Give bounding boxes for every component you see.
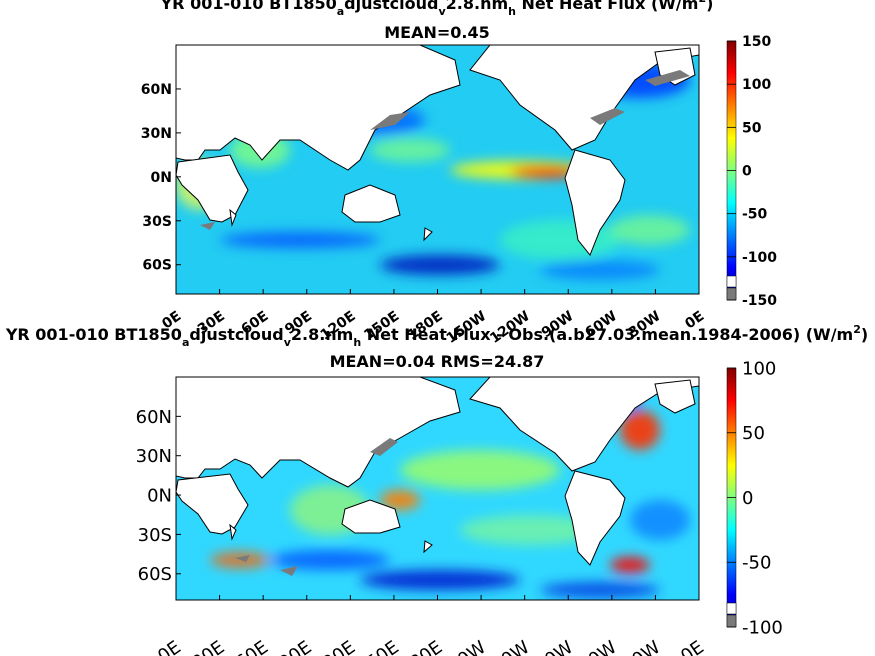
land-top: [176, 45, 699, 256]
colorbar-ticks-bottom: 100 50 0 -50 -100: [727, 358, 783, 638]
colorbar-tick-label-bottom: 100: [742, 358, 776, 379]
xtick-label-bottom: 30W: [619, 637, 665, 656]
colorbar-tick-label-top: -50: [742, 207, 768, 223]
xtick-label-bottom: 60E: [232, 637, 272, 656]
colorbar-missing-swatch-top: [726, 287, 737, 301]
ytick-label-top: 30S: [142, 214, 172, 230]
xtick-label-bottom: 90E: [275, 637, 315, 656]
greenland-bottom: [654, 379, 696, 414]
panel-bottom: YR 001-010 BT1850adjustcloudv2.8.nmh Net…: [5, 323, 868, 656]
madagascar-top: [229, 208, 237, 227]
north-america-bottom: [469, 377, 699, 472]
eurasia-bottom: [176, 377, 461, 488]
ytick-label-top: 60N: [141, 82, 172, 98]
colorbar-tick-label-top: -150: [742, 293, 777, 309]
land-bottom: [176, 377, 699, 566]
x-axis-bottom: 0E30E60E90E120E150E180E150W120W90W60W30W…: [154, 595, 708, 656]
ytick-label-top: 0N: [151, 170, 172, 186]
xtick-label-bottom: 30E: [188, 637, 228, 656]
xtick-label-bottom: 90W: [532, 637, 578, 656]
map-bottom: [176, 377, 699, 600]
y-axis-bottom: 60N 30N 0N 30S 60S: [136, 407, 181, 585]
panel-top: YR 001-010 BT1850adjustcloudv2.8.nmh Net…: [141, 0, 777, 347]
map-top: [176, 45, 699, 294]
ytick-label-bottom: 30N: [136, 446, 172, 467]
xtick-label-bottom: 0E: [677, 637, 708, 656]
colorbar-tick-label-bottom: -100: [742, 617, 783, 638]
colorbar-tick-label-top: 150: [742, 34, 771, 50]
colorbar-land-swatch-bottom: [726, 602, 737, 615]
subtitle-top: MEAN=0.45: [384, 23, 490, 42]
colorbar-ticks-top: 150 100 50 0 -50 -100 -150: [727, 34, 777, 309]
subtitle-bottom: MEAN=0.04 RMS=24.87: [330, 352, 545, 371]
ytick-label-bottom: 30S: [138, 525, 172, 546]
new-zealand-top: [423, 227, 433, 242]
south-america-top: [564, 149, 626, 256]
xtick-label-bottom: 120E: [310, 637, 360, 656]
ytick-label-top: 60S: [142, 258, 172, 274]
colorbar-tick-label-top: -100: [742, 250, 777, 266]
colorbar-land-swatch-top: [726, 275, 737, 288]
missing-bottom: [235, 438, 398, 576]
south-america-bottom: [564, 470, 626, 566]
colorbar-tick-label-bottom: 0: [742, 488, 753, 509]
north-america-top: [469, 45, 699, 151]
colorbar-missing-swatch-bottom: [726, 614, 737, 628]
new-zealand-bottom: [423, 540, 433, 554]
colorbar-tick-label-top: 100: [742, 77, 771, 93]
australia-bottom: [341, 499, 401, 534]
missing-top: [200, 70, 690, 230]
colorbar-tick-label-bottom: 50: [742, 423, 765, 444]
xtick-label-bottom: 0E: [154, 637, 185, 656]
australia-top: [341, 184, 401, 223]
africa-top: [176, 154, 249, 223]
xtick-label-bottom: 180E: [397, 637, 447, 656]
ytick-label-bottom: 0N: [147, 486, 172, 507]
colorbar-tick-label-bottom: -50: [742, 553, 771, 574]
madagascar-bottom: [229, 523, 237, 541]
xtick-label-bottom: 150E: [353, 637, 403, 656]
title-top: YR 001-010 BT1850adjustcloudv2.8.nmh Net…: [160, 0, 714, 18]
y-axis-top: 60N 30N 0N 30S 60S: [141, 82, 181, 274]
ytick-label-bottom: 60N: [136, 407, 172, 428]
title-bottom: YR 001-010 BT1850adjustcloudv2.8.nmh Net…: [5, 323, 868, 349]
ytick-label-top: 30N: [141, 126, 172, 142]
colorbar-tick-label-top: 0: [742, 164, 752, 180]
colorbar-tick-label-top: 50: [742, 120, 762, 136]
eurasia-top: [176, 45, 461, 171]
africa-bottom: [176, 473, 249, 535]
ytick-label-bottom: 60S: [138, 564, 172, 585]
xtick-label-bottom: 60W: [575, 637, 621, 656]
